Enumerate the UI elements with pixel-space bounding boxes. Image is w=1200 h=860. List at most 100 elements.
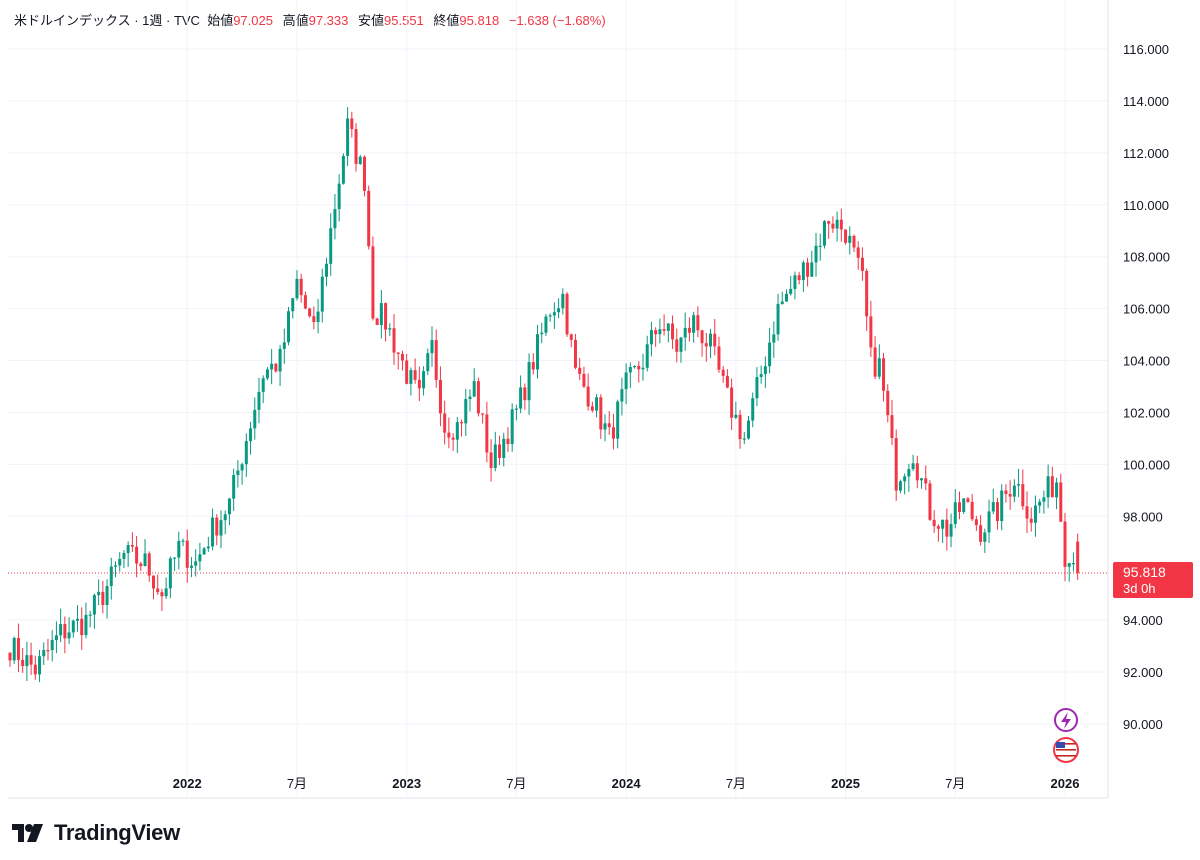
candle-body <box>109 566 113 587</box>
candle-down <box>599 394 603 439</box>
candle-down <box>979 514 983 546</box>
candle-body <box>1059 482 1063 522</box>
candle-down <box>839 208 843 242</box>
candle-up <box>768 327 772 374</box>
candle-body <box>717 346 721 370</box>
candle-body <box>151 575 155 589</box>
candle-down <box>882 352 886 402</box>
candle-body <box>945 519 949 537</box>
candle-up <box>320 268 324 323</box>
candle-body <box>316 311 320 323</box>
x-tick-label: 7月 <box>287 776 307 791</box>
candle-body <box>232 474 236 499</box>
candle-down <box>894 429 898 501</box>
candle-body <box>704 343 708 347</box>
candle-body <box>873 347 877 377</box>
flag-stripe <box>1056 743 1076 745</box>
candle-body <box>375 318 379 325</box>
candle-up <box>168 556 172 599</box>
candle-body <box>476 381 480 414</box>
candle-body <box>42 650 46 657</box>
candle-down <box>299 273 303 303</box>
candle-down <box>481 413 485 424</box>
candle-body <box>346 118 350 156</box>
candle-down <box>130 532 134 552</box>
candle-up <box>898 479 902 494</box>
candle-down <box>417 366 421 401</box>
candle-body <box>666 323 670 331</box>
candle-body <box>544 316 548 333</box>
candle-body <box>852 235 856 248</box>
candle-body <box>932 519 936 527</box>
candle-down <box>375 317 379 326</box>
candle-up <box>818 233 822 261</box>
candle-up <box>772 321 776 358</box>
candle-up <box>1000 484 1004 531</box>
candle-body <box>662 329 666 331</box>
candle-up <box>76 605 80 632</box>
candle-up <box>991 488 995 515</box>
last-price-badge <box>1113 561 1193 598</box>
candle-down <box>156 574 160 595</box>
candle-body <box>240 464 244 471</box>
candle-body <box>329 228 333 264</box>
candle-down <box>607 411 611 435</box>
candle-up <box>358 154 362 165</box>
candle-body <box>29 655 33 665</box>
candle-up <box>244 433 248 478</box>
candle-body <box>974 519 978 526</box>
candle-up <box>240 462 244 485</box>
candle-body <box>721 369 725 376</box>
candle-body <box>692 315 696 333</box>
candle-body <box>759 374 763 378</box>
candle-up <box>92 593 96 629</box>
tradingview-brand[interactable]: TradingView <box>12 820 180 846</box>
candle-body <box>409 370 413 384</box>
candle-up <box>666 323 670 343</box>
candle-up <box>510 403 514 452</box>
candle-up <box>920 478 924 489</box>
candle-down <box>738 410 742 449</box>
candle-body <box>869 316 873 348</box>
candle-body <box>599 397 603 430</box>
candle-up <box>236 460 240 488</box>
candle-body <box>101 591 105 605</box>
candle-up <box>848 226 852 255</box>
candle-body <box>451 437 455 440</box>
candle-body <box>801 262 805 281</box>
candle-up <box>409 367 413 396</box>
candle-body <box>987 511 991 533</box>
candle-body <box>164 588 168 597</box>
flag-stripe <box>1056 752 1076 754</box>
candle-body <box>616 401 620 439</box>
candle-body <box>531 362 535 370</box>
candle-body <box>671 323 675 340</box>
candle-body <box>970 501 974 520</box>
candle-down <box>476 377 480 417</box>
candle-body <box>358 156 362 164</box>
candle-body <box>793 275 797 289</box>
candle-body <box>1025 506 1029 519</box>
candle-up <box>789 275 793 296</box>
candle-body <box>392 328 396 353</box>
close-label: 終値 <box>433 13 460 28</box>
candle-body <box>1042 497 1046 502</box>
candle-up <box>468 389 472 412</box>
candle-up <box>734 401 738 420</box>
x-tick-label: 7月 <box>945 776 965 791</box>
candle-body <box>958 502 961 513</box>
candle-down <box>21 648 25 673</box>
candle-body <box>506 438 510 444</box>
candle-body <box>565 293 569 335</box>
candle-body <box>396 352 400 354</box>
flag-stripe <box>1056 749 1076 751</box>
candle-down <box>730 378 734 430</box>
candle-down <box>865 268 869 331</box>
candle-body <box>438 379 442 414</box>
candle-body <box>979 525 983 542</box>
candle-up <box>835 211 839 242</box>
candle-up <box>257 377 261 424</box>
candle-body <box>206 546 210 549</box>
candle-up <box>776 293 780 341</box>
